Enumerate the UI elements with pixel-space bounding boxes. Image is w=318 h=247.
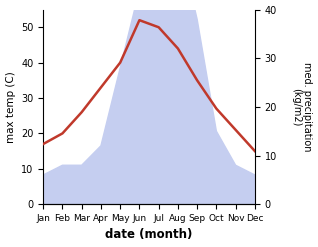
Y-axis label: max temp (C): max temp (C) (5, 71, 16, 143)
X-axis label: date (month): date (month) (105, 228, 193, 242)
Y-axis label: med. precipitation
(kg/m2): med. precipitation (kg/m2) (291, 62, 313, 152)
